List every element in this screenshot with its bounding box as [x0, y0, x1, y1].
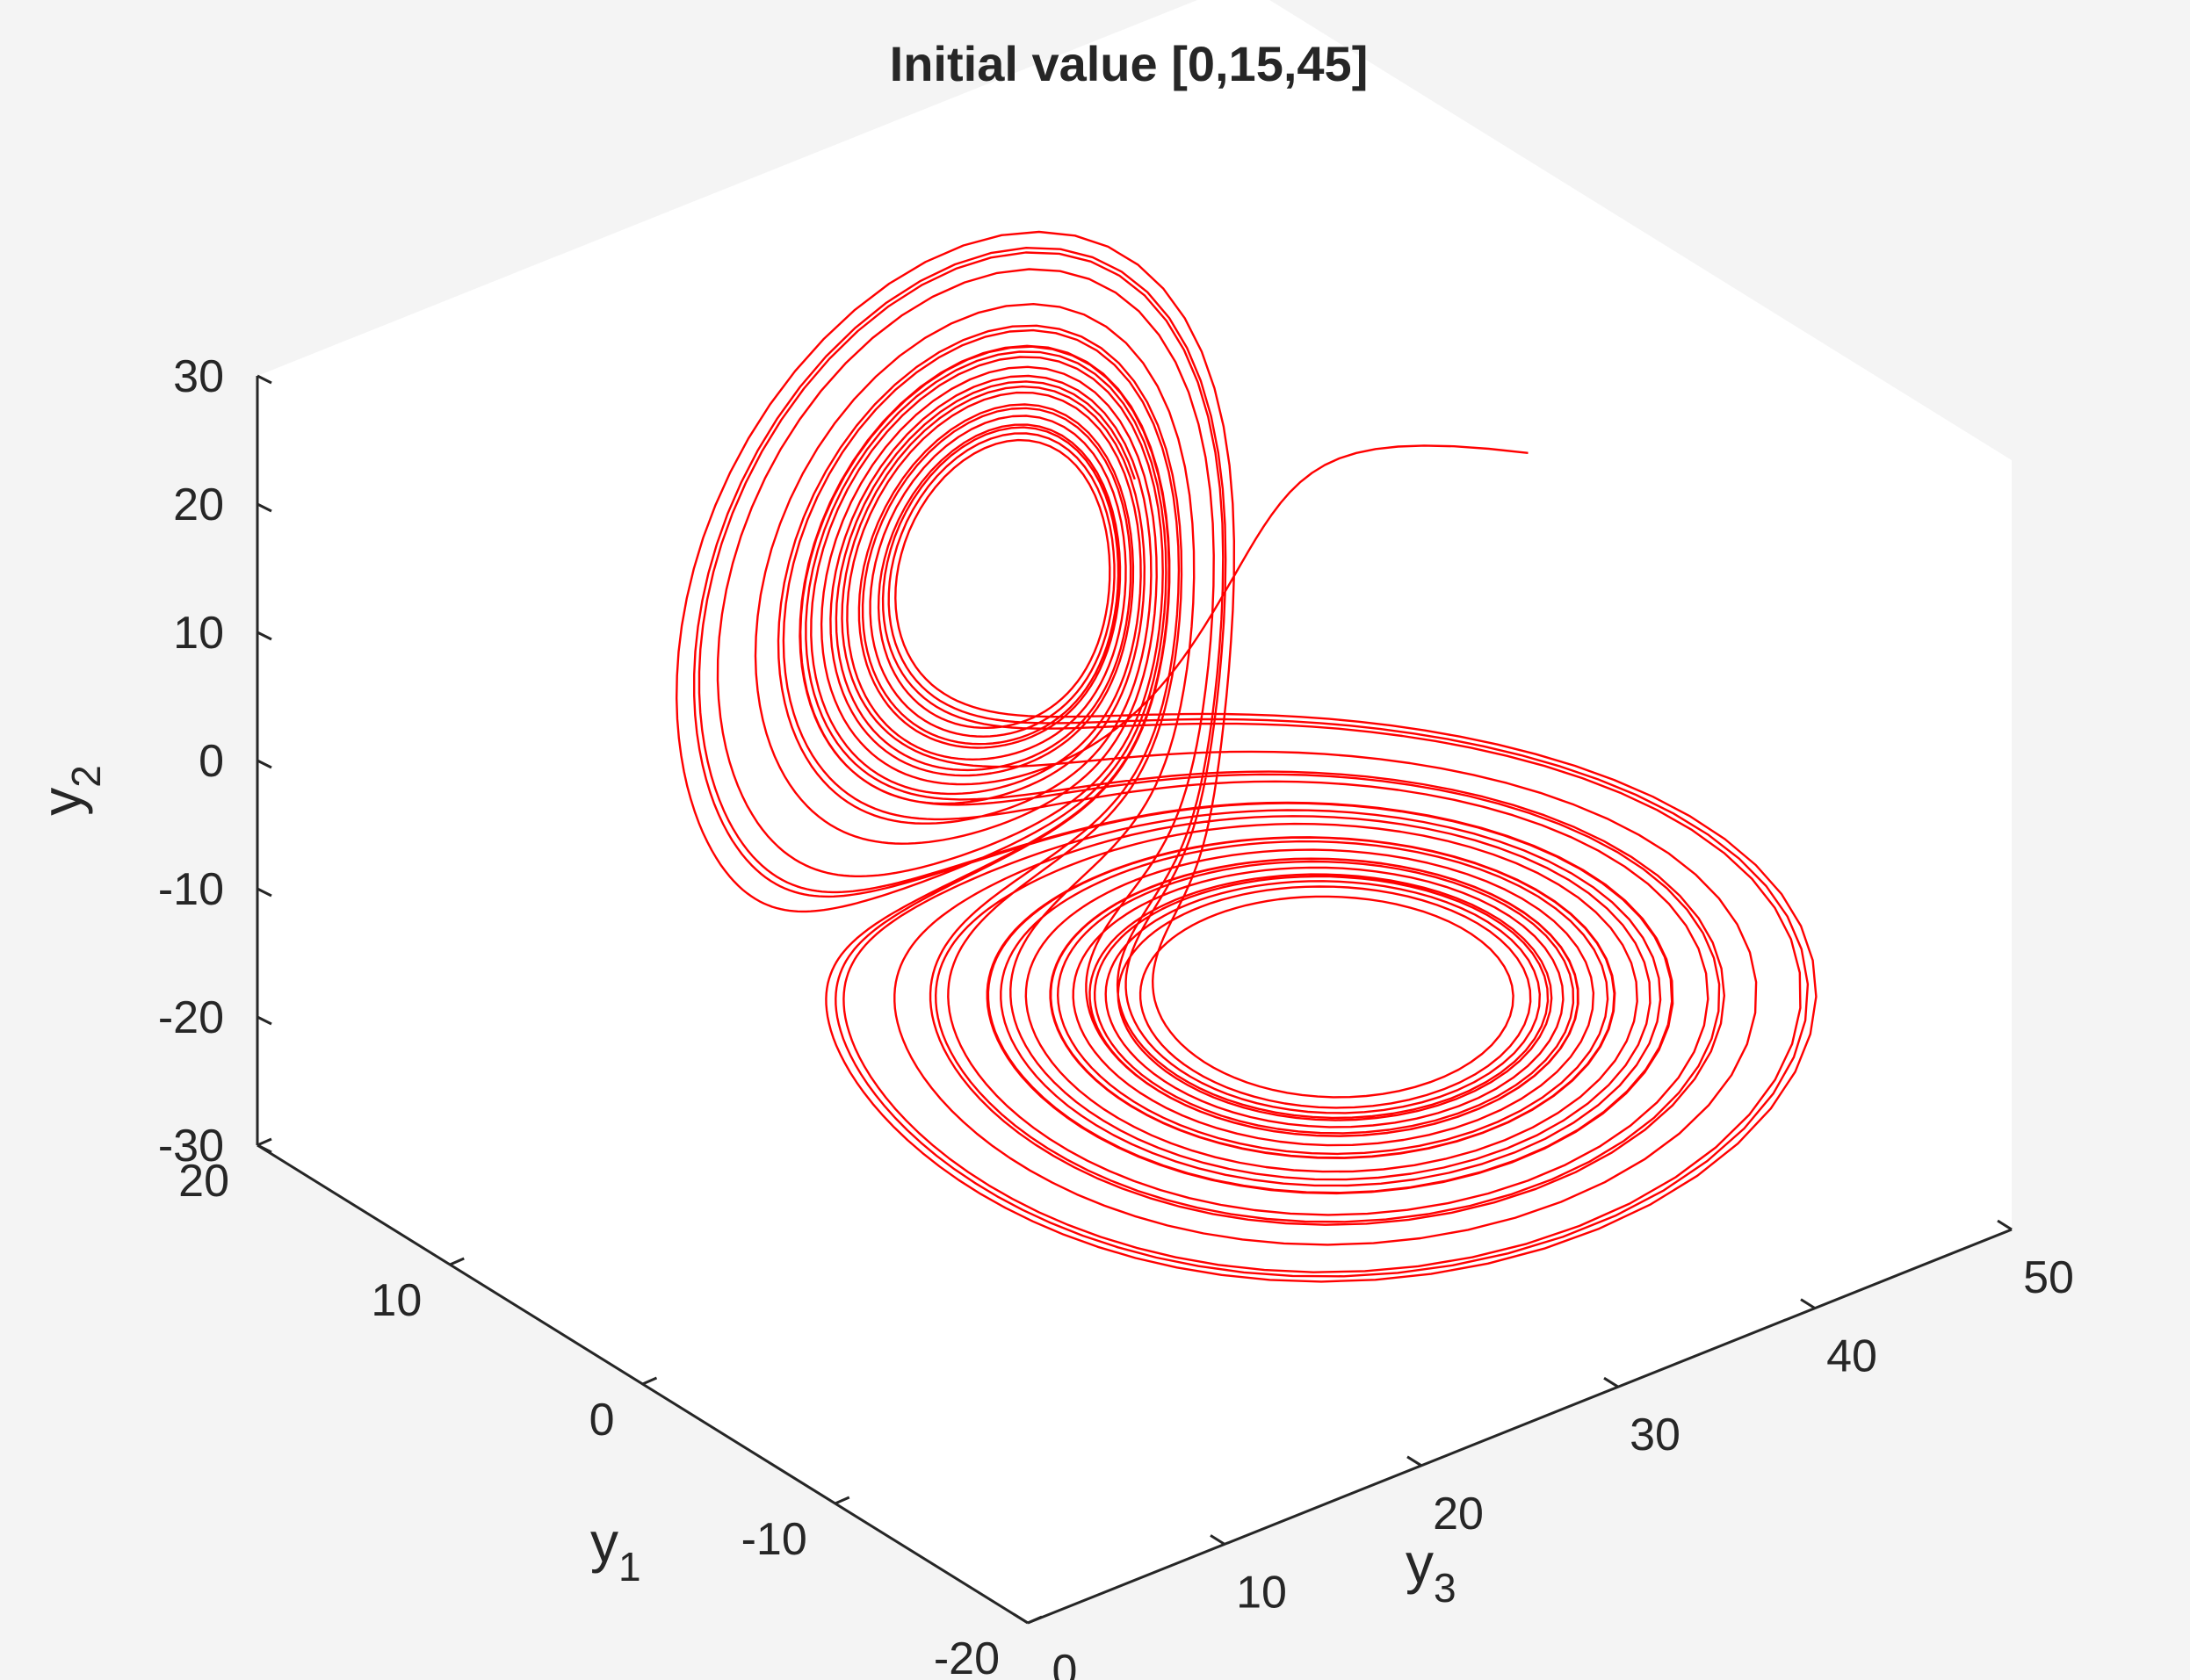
y2-axis-label-base: y: [30, 788, 93, 816]
y1-tick-label: -10: [741, 1514, 807, 1565]
y3-tick-label: 40: [1826, 1331, 1877, 1382]
axes-background: [257, 0, 2012, 1623]
y3-tick-label: 10: [1236, 1567, 1287, 1618]
y1-axis-label-sub: 1: [618, 1544, 641, 1590]
trajectory-line: [676, 230, 1818, 1283]
y2-tick-label: -10: [158, 864, 224, 915]
y3-tick-mark: [1997, 1219, 2013, 1231]
y3-axis-label-base: y: [1406, 1532, 1434, 1595]
y2-tick-label: 20: [173, 479, 224, 530]
y2-tick-mark: [257, 887, 272, 898]
y2-tick-label: 30: [173, 351, 224, 402]
y1-axis-label-base: y: [590, 1511, 618, 1574]
y2-tick-label: 10: [173, 608, 224, 659]
trajectory-layer: [676, 230, 1818, 1283]
y1-tick-mark: [257, 1137, 272, 1147]
y3-tick-mark: [1800, 1298, 1816, 1309]
y3-tick-label: 50: [2023, 1252, 2074, 1303]
y1-tick-mark: [641, 1376, 658, 1386]
y1-tick-mark: [835, 1496, 850, 1505]
y2-tick-mark: [257, 502, 272, 513]
y2-axis-label: y2: [30, 765, 109, 816]
y3-tick-label: 20: [1433, 1489, 1484, 1539]
y1-tick-label: 10: [371, 1275, 422, 1326]
y2-tick-label: -20: [158, 992, 224, 1043]
y3-axis-label: y3: [1406, 1532, 1456, 1611]
y3-tick-label: 30: [1630, 1410, 1680, 1460]
y2-axis-label-sub: 2: [63, 765, 109, 788]
y1-tick-label: 0: [589, 1395, 615, 1446]
y3-tick-label: 0: [1052, 1646, 1078, 1680]
y2-tick-mark: [257, 1015, 272, 1026]
y3-tick-mark: [1603, 1376, 1619, 1388]
y3-tick-mark: [1210, 1534, 1225, 1546]
chart-title: Initial value [0,15,45]: [890, 36, 1369, 91]
y1-tick-label: -20: [934, 1633, 1000, 1680]
y2-tick-label: 0: [199, 736, 224, 787]
y1-axis-label: y1: [590, 1511, 641, 1590]
y3-axis-line: [1027, 1228, 2013, 1625]
y2-tick-mark: [257, 631, 272, 641]
y3-axis-label-sub: 3: [1434, 1565, 1456, 1611]
y1-tick-label: 20: [178, 1156, 229, 1207]
y3-tick-mark: [1013, 1612, 1029, 1625]
y2-tick-mark: [257, 759, 272, 769]
y2-tick-mark: [257, 374, 272, 385]
y1-tick-mark: [449, 1257, 465, 1266]
y3-tick-mark: [1406, 1455, 1422, 1467]
y2-tick-label: -30: [158, 1121, 224, 1172]
